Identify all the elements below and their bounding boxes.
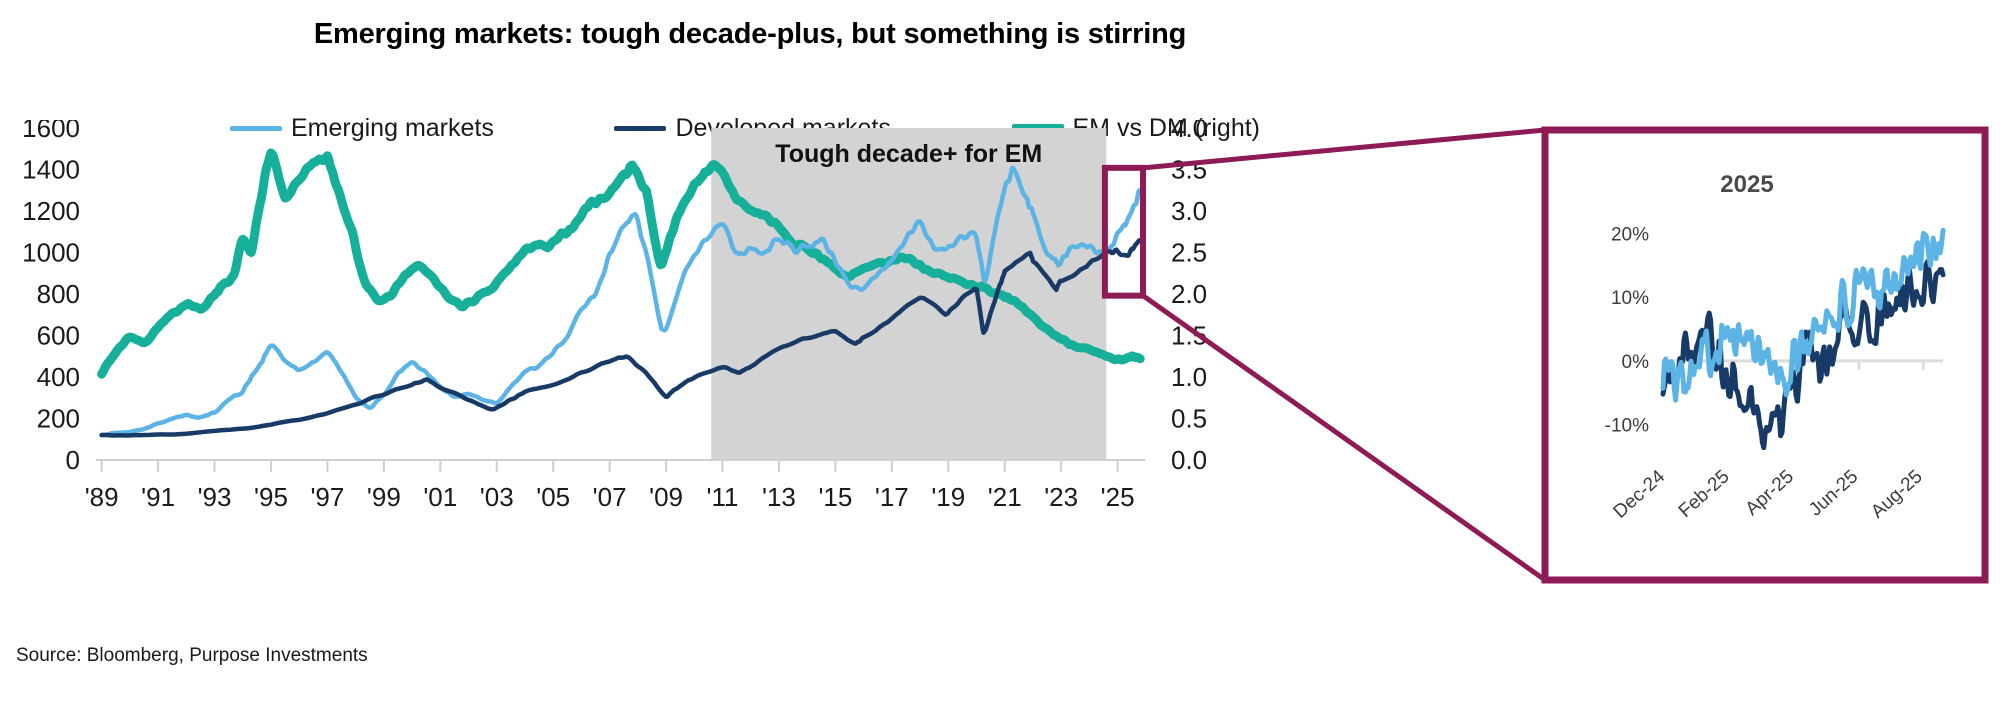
right-axis-tick-label: 3.5 xyxy=(1171,155,1207,185)
x-axis-tick-label: '91 xyxy=(141,482,175,512)
x-axis-tick-label: '25 xyxy=(1101,482,1135,512)
right-axis-tick-label: 2.0 xyxy=(1171,279,1207,309)
right-axis-tick-label: 2.5 xyxy=(1171,238,1207,268)
left-axis-tick-label: 1000 xyxy=(22,238,80,268)
page-title: Emerging markets: tough decade-plus, but… xyxy=(313,18,1187,50)
callout-source-box xyxy=(1101,164,1146,299)
left-axis-tick-label: 200 xyxy=(37,404,80,434)
callout-connector-bottom xyxy=(1141,293,1547,583)
left-axis-tick-label: 0 xyxy=(66,445,80,475)
inset-y-tick-label: 10% xyxy=(1611,288,1649,309)
inset-y-tick-label: 20% xyxy=(1611,224,1649,245)
callout-connector-top xyxy=(1142,127,1546,171)
inset-series-line-developed-markets xyxy=(1660,258,1946,451)
legend-label: Emerging markets xyxy=(291,113,494,142)
source-note: Source: Bloomberg, Purpose Investments xyxy=(16,645,368,666)
x-axis-tick-label: '93 xyxy=(198,482,232,512)
x-axis-tick-label: '09 xyxy=(649,482,683,512)
line-swatch-icon xyxy=(614,125,667,131)
series-line-emerging-markets xyxy=(99,165,1143,438)
left-axis-tick-label: 400 xyxy=(37,362,80,392)
right-axis-tick-label: 3.0 xyxy=(1171,196,1207,226)
x-axis-tick-label: '99 xyxy=(367,482,401,512)
band-label: Tough decade+ for EM xyxy=(775,140,1042,168)
x-axis-tick-label: '13 xyxy=(762,482,796,512)
left-axis-tick-label: 1400 xyxy=(22,155,80,185)
left-axis-tick-label: 1200 xyxy=(22,196,80,226)
right-axis-tick-label: 4.0 xyxy=(1171,120,1207,143)
x-axis-tick-label: '07 xyxy=(593,482,627,512)
x-axis-tick-label: '01 xyxy=(423,482,457,512)
inset-y-tick-label: -10% xyxy=(1605,416,1649,437)
x-axis-tick-label: '89 xyxy=(85,482,119,512)
left-axis-tick-label: 800 xyxy=(37,279,80,309)
inset-y-tick-label: 0% xyxy=(1622,352,1650,373)
x-axis-tick-label: '03 xyxy=(480,482,514,512)
chart-area: Tough decade+ for EM 0 200 400 600 800 1000 120… xyxy=(0,113,2000,685)
x-axis-tick-label: '23 xyxy=(1044,482,1078,512)
x-axis-tick-label: '97 xyxy=(310,482,344,512)
series-line-developed-markets xyxy=(99,237,1143,438)
right-axis-tick-label: 0.5 xyxy=(1171,404,1207,434)
x-axis-tick-label: '15 xyxy=(818,482,852,512)
line-swatch-icon xyxy=(230,125,282,131)
left-axis-tick-label: 600 xyxy=(37,321,80,351)
main-chart-svg: Tough decade+ for EM 0 200 400 600 800 1000 120… xyxy=(22,113,1989,584)
legend-item-emerging-markets[interactable]: Emerging markets xyxy=(230,114,494,143)
x-axis-tick-label: '05 xyxy=(536,482,570,512)
x-axis-tick-label: '17 xyxy=(875,482,909,512)
x-axis-tick-label: '19 xyxy=(931,482,965,512)
right-axis-tick-label: 0.0 xyxy=(1171,445,1207,475)
x-axis-tick-label: '11 xyxy=(707,482,739,512)
inset-series-line-emerging-markets xyxy=(1660,227,1946,403)
right-axis-tick-label: 1.0 xyxy=(1171,362,1207,392)
x-axis-tick-label: '95 xyxy=(254,482,288,512)
tough-decade-band xyxy=(711,128,1107,460)
x-axis-tick-label: '21 xyxy=(988,482,1022,512)
left-axis-tick-label: 1600 xyxy=(22,120,80,143)
inset-title: 2025 xyxy=(1720,171,1773,198)
